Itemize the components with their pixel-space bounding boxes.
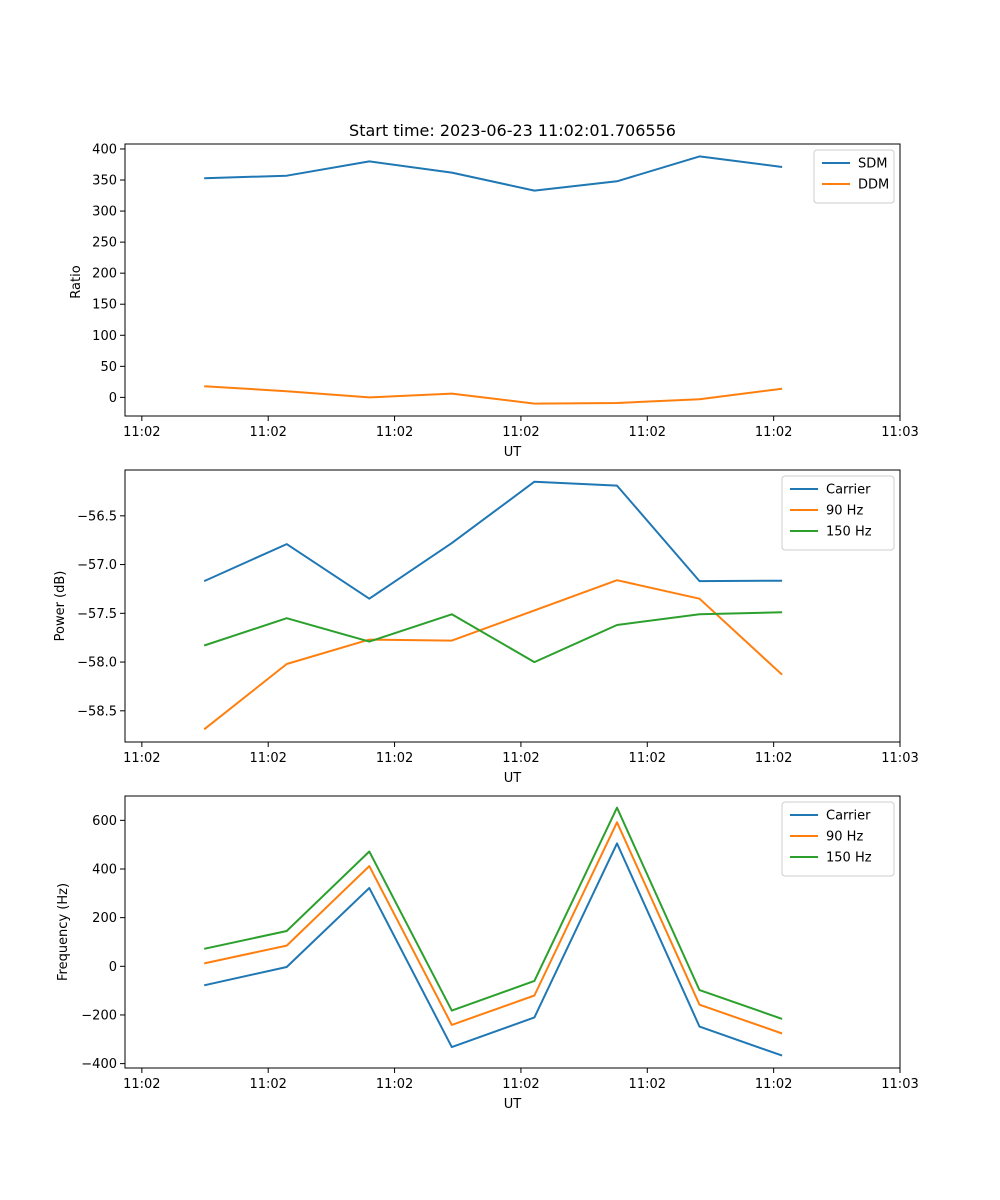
- panel-3-legend-label: 90 Hz: [826, 830, 863, 845]
- panel-1-y-tick-label: 0: [109, 391, 117, 406]
- panel-3-y-tick-label: 600: [92, 814, 117, 829]
- panel-3-series-1-line: [203, 842, 783, 1057]
- panel-2-x-tick-label: 11:02: [755, 751, 792, 766]
- panel-3-x-tick-label: 11:02: [755, 1077, 792, 1092]
- panel-2-x-tick-label: 11:02: [376, 751, 413, 766]
- panel-3-y-tick-label: −200: [81, 1008, 117, 1023]
- panel-3-y-tick-label: −400: [81, 1057, 117, 1072]
- panel-2-legend-label: 90 Hz: [826, 504, 863, 519]
- panel-1-y-tick-label: 300: [92, 205, 117, 220]
- panel-2-y-tick-label: −58.5: [77, 704, 117, 719]
- panel-2-ylabel: Power (dB): [53, 571, 68, 642]
- panel-1-x-tick-label: 11:02: [502, 425, 539, 440]
- panel-1-legend-label: DDM: [858, 178, 889, 193]
- panel-2-series-3-line: [203, 611, 783, 664]
- panel-2-x-tick-label: 11:02: [249, 751, 286, 766]
- panel-3-x-tick-label: 11:02: [502, 1077, 539, 1092]
- panel-2-y-tick-label: −58.0: [77, 656, 117, 671]
- panel-3-x-tick-label: 11:02: [123, 1077, 160, 1092]
- panel-2-x-tick-label: 11:02: [123, 751, 160, 766]
- panel-2-y-tick-label: −56.5: [77, 509, 117, 524]
- panel-2-xlabel: UT: [504, 771, 522, 786]
- panel-3-series-2-line: [203, 821, 783, 1035]
- panel-1-y-tick-label: 350: [92, 174, 117, 189]
- panel-1-x-tick-label: 11:02: [123, 425, 160, 440]
- chart-title: Start time: 2023-06-23 11:02:01.706556: [349, 121, 676, 140]
- panel-1-series-1-line: [204, 155, 783, 192]
- panel-1-axes-frame: [124, 143, 901, 417]
- panel-2-x-tick-label: 11:02: [502, 751, 539, 766]
- panel-2-legend-label: Carrier: [826, 483, 871, 498]
- panel-1-x-tick-label: 11:02: [249, 425, 286, 440]
- panel-2-axes-frame: [124, 469, 901, 743]
- panel-2-series-2-line: [203, 579, 783, 731]
- panel-1-x-tick-label: 11:03: [881, 425, 918, 440]
- panel-3-axes-frame: [124, 795, 901, 1069]
- panel-3-legend-label: Carrier: [826, 809, 871, 824]
- panel-3-ylabel: Frequency (Hz): [56, 883, 71, 981]
- panel-1-y-tick-label: 250: [92, 236, 117, 251]
- panel-3-series-3-line: [203, 806, 783, 1020]
- panel-2-y-tick-label: −57.0: [77, 558, 117, 573]
- panel-2-y-tick-label: −57.5: [77, 607, 117, 622]
- panel-1-y-tick-label: 200: [92, 267, 117, 282]
- panel-3-legend-label: 150 Hz: [826, 851, 872, 866]
- panel-2-legend-label: 150 Hz: [826, 525, 872, 540]
- panel-3-y-tick-label: 0: [109, 960, 117, 975]
- panel-1-y-tick-label: 400: [92, 142, 117, 157]
- panel-3-x-tick-label: 11:03: [881, 1077, 918, 1092]
- panel-1-xlabel: UT: [504, 445, 522, 460]
- panel-2-x-tick-label: 11:03: [881, 751, 918, 766]
- panel-3-x-tick-label: 11:02: [629, 1077, 666, 1092]
- panel-1-series-2-line: [204, 385, 783, 405]
- panel-1-ylabel: Ratio: [69, 265, 84, 298]
- panel-3-y-tick-label: 200: [92, 911, 117, 926]
- panel-1-x-tick-label: 11:02: [755, 425, 792, 440]
- panel-3-y-tick-label: 400: [92, 862, 117, 877]
- panel-1-y-tick-label: 50: [100, 360, 117, 375]
- panel-3-xlabel: UT: [504, 1097, 522, 1112]
- panel-3-x-tick-label: 11:02: [376, 1077, 413, 1092]
- panel-3-x-tick-label: 11:02: [249, 1077, 286, 1092]
- panel-1-y-tick-label: 150: [92, 298, 117, 313]
- panel-1-legend-label: SDM: [858, 157, 887, 172]
- panel-2-x-tick-label: 11:02: [629, 751, 666, 766]
- panel-1-x-tick-label: 11:02: [376, 425, 413, 440]
- panel-1-x-tick-label: 11:02: [629, 425, 666, 440]
- panel-1-y-tick-label: 100: [92, 329, 117, 344]
- panel-2-series-1-line: [203, 480, 783, 600]
